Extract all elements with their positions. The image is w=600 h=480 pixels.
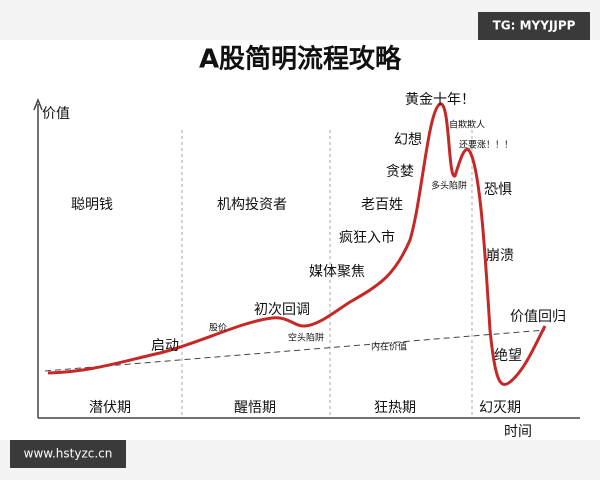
y-axis-arrow	[33, 97, 43, 111]
watermark-top: TG: MYYJJPP	[493, 19, 576, 33]
curve-annotation: 初次回调	[254, 301, 310, 318]
participant-label: 聪明钱	[71, 197, 113, 213]
price-curve	[47, 102, 547, 386]
curve-annotation: 贪婪	[386, 164, 414, 180]
curve-annotation: 恐惧	[484, 182, 512, 198]
curve-annotation: 价值回归	[510, 308, 566, 325]
watermark-bottom: www.hstyzc.cn	[24, 447, 113, 461]
watermark-box	[10, 440, 126, 468]
curve-annotation: 崩溃	[486, 248, 514, 264]
phase-dividers	[181, 130, 473, 418]
phase-label: 狂热期	[374, 400, 416, 416]
curve-annotation: 空头陷阱	[288, 332, 324, 344]
curve-annotation: 还要涨！！！	[459, 139, 513, 151]
y-axis-label: 价值	[42, 106, 70, 122]
curve-annotation: 媒体聚焦	[309, 264, 365, 280]
curve-annotation: 幻想	[394, 132, 422, 148]
phase-label: 醒悟期	[234, 400, 276, 416]
phase-label: 潜伏期	[89, 400, 131, 416]
curve-annotation: 启动	[151, 338, 179, 354]
title: A股简明流程攻略	[199, 44, 402, 75]
curve-annotation: 绝望	[494, 348, 522, 364]
curve-annotation: 自欺欺人	[449, 119, 485, 131]
participant-label: 老百姓	[361, 197, 403, 213]
curve-annotation: 黄金十年！	[405, 91, 475, 108]
curve-annotation: 股价	[209, 323, 227, 334]
phase-label: 幻灭期	[479, 400, 521, 416]
intrinsic-value-line	[44, 329, 546, 372]
watermark-box	[478, 12, 590, 40]
x-axis-label: 时间	[504, 424, 532, 440]
curve-annotation: 疯狂入市	[339, 229, 395, 246]
curve-annotation: 多头陷阱	[431, 180, 467, 192]
curve-annotation: 内在价值	[371, 341, 407, 353]
participant-label: 机构投资者	[217, 197, 287, 213]
